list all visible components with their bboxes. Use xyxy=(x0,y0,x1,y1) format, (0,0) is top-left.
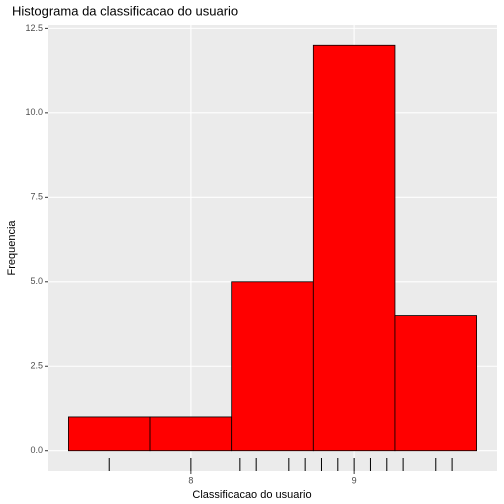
x-tick-label: 9 xyxy=(352,475,357,485)
chart-title: Histograma da classificacao do usuario xyxy=(12,3,238,18)
bar xyxy=(68,416,151,452)
y-tick-label: 5.0 xyxy=(30,276,43,286)
bar xyxy=(394,315,477,452)
bar xyxy=(312,44,396,452)
y-tick-label: 10.0 xyxy=(25,107,43,117)
y-tick-label: 7.5 xyxy=(30,192,43,202)
y-axis-label: Frequencia xyxy=(6,220,18,276)
bar xyxy=(149,416,233,452)
y-tick-label: 2.5 xyxy=(30,361,43,371)
bar xyxy=(231,281,314,452)
y-tick-label: 12.5 xyxy=(25,23,43,33)
y-tick-label: 0.0 xyxy=(30,445,43,455)
x-axis-label: Classificacao do usuario xyxy=(192,489,311,501)
x-tick-label: 8 xyxy=(188,475,193,485)
